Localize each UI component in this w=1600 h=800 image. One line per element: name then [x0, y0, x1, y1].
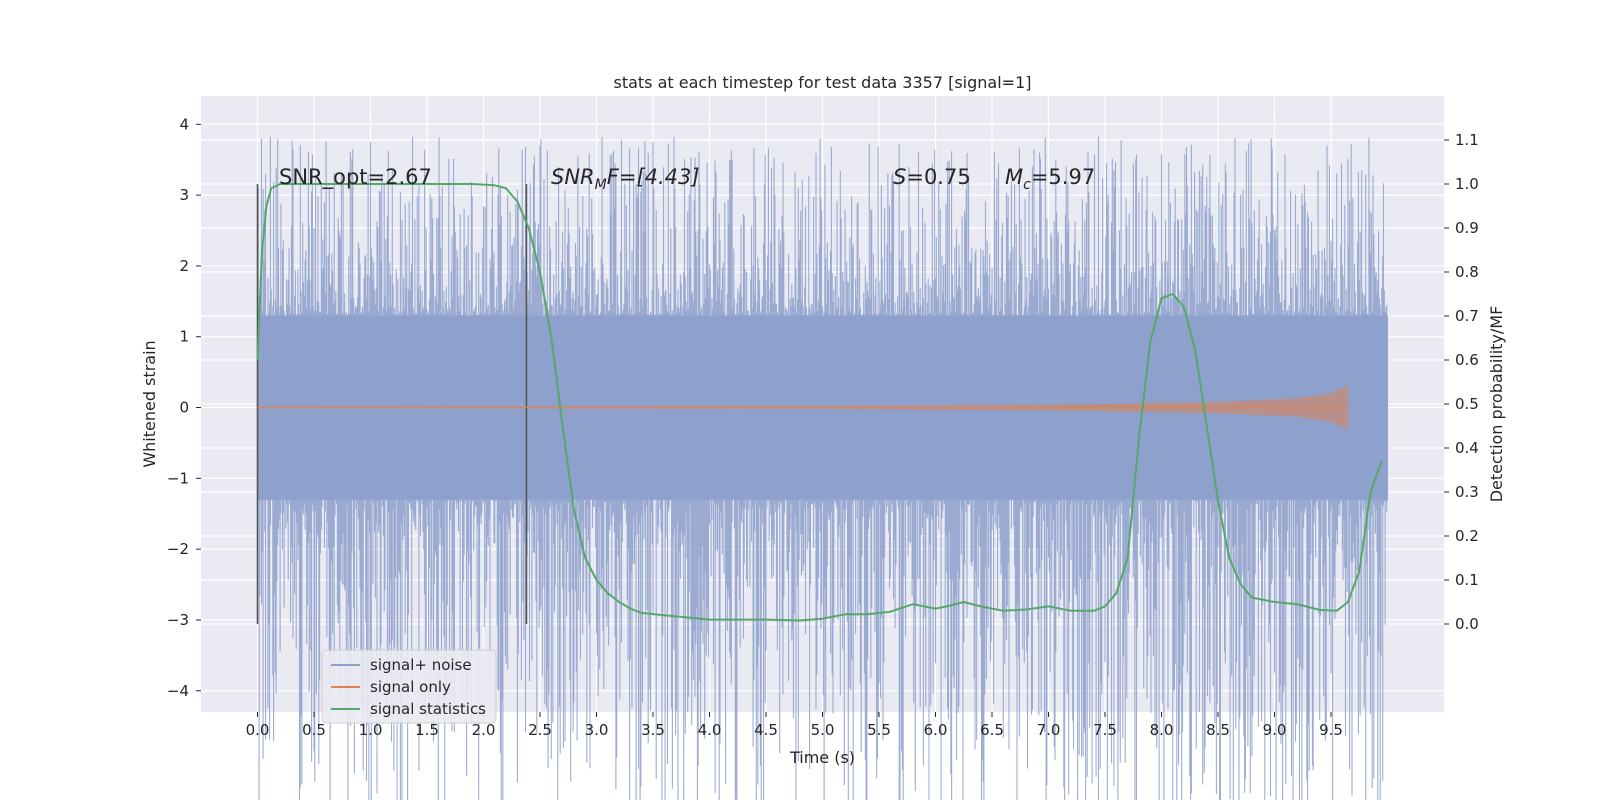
- mc-subscript: c: [1023, 177, 1031, 193]
- marker-lines: [256, 184, 528, 624]
- x-tick-label: 7.0: [1037, 721, 1061, 739]
- y-right-tick-label: 0.9: [1455, 219, 1479, 237]
- x-tick-label: 5.0: [811, 721, 835, 739]
- y-right-tick-label: 0.2: [1455, 527, 1479, 545]
- y-tick-label: −3: [167, 611, 189, 629]
- y-tick-label: 2: [179, 257, 189, 275]
- series-signal-statistics: [256, 183, 1383, 622]
- annotation-snr-mf: SNRMF=[4.43]: [551, 165, 700, 193]
- x-tick-label: 1.0: [359, 721, 383, 739]
- snr-mf-value: F=[4.43]: [607, 165, 700, 189]
- y-tick-label: −2: [167, 540, 189, 558]
- y-right-tick-label: 0.5: [1455, 395, 1479, 413]
- s-symbol: S: [893, 165, 906, 189]
- snr-mf-subscript: M: [595, 177, 607, 193]
- y-right-tick-label: 0.4: [1455, 439, 1479, 457]
- mc-symbol: M: [1005, 165, 1023, 189]
- x-tick-label: 5.5: [867, 721, 891, 739]
- chart-title: stats at each timestep for test data 335…: [613, 73, 1031, 92]
- annotation-snr-opt: SNR_opt=2.67: [279, 165, 432, 190]
- x-tick-label: 2.0: [472, 721, 496, 739]
- y-axis-label: Whitened strain: [140, 340, 159, 467]
- legend-label-signal-statistics: signal statistics: [370, 700, 486, 718]
- snr-mf-symbol: SNR: [551, 165, 595, 189]
- s-value: =0.75: [906, 165, 970, 189]
- x-tick-label: 9.5: [1319, 721, 1343, 739]
- x-axis-label: Time (s): [789, 748, 855, 767]
- y-tick-label: 4: [179, 115, 189, 133]
- y-right-tick-label: 1.0: [1455, 175, 1479, 193]
- mc-value: =5.97: [1031, 165, 1095, 189]
- y-right-tick-label: 0.7: [1455, 307, 1479, 325]
- x-tick-label: 6.5: [980, 721, 1004, 739]
- legend-label-signal-noise: signal+ noise: [370, 656, 472, 674]
- x-tick-label: 9.0: [1263, 721, 1287, 739]
- y-right-tick-label: 0.1: [1455, 571, 1479, 589]
- x-tick-label: 1.5: [415, 721, 439, 739]
- x-tick-label: 0.5: [302, 721, 326, 739]
- y-right-tick-label: 0.8: [1455, 263, 1479, 281]
- legend-box: [321, 649, 497, 724]
- y-tick-label: −1: [167, 469, 189, 487]
- x-tick-label: 3.5: [641, 721, 665, 739]
- y-right-tick-label: 0.0: [1455, 615, 1479, 633]
- x-tick-label: 0.0: [246, 721, 270, 739]
- x-tick-label: 4.5: [754, 721, 778, 739]
- x-tick-label: 6.0: [924, 721, 948, 739]
- annotation-s: S=0.75: [893, 165, 971, 189]
- x-tick-label: 8.0: [1150, 721, 1174, 739]
- axis-ticks: 0.0 0.5 1.0 1.5 2.0 2.5 3.0 3.5 4.0 4.5 5.0 5.5 6.0 6…: [167, 115, 1479, 739]
- x-tick-label: 7.5: [1093, 721, 1117, 739]
- y-right-tick-label: 1.1: [1455, 131, 1479, 149]
- x-tick-label: 2.5: [528, 721, 552, 739]
- y-right-tick-label: 0.6: [1455, 351, 1479, 369]
- y-tick-label: 1: [179, 328, 189, 346]
- y-right-tick-label: 0.3: [1455, 483, 1479, 501]
- x-tick-label: 3.0: [585, 721, 609, 739]
- legend-label-signal-only: signal only: [370, 678, 451, 696]
- y-axis-right-label: Detection probability/MF: [1487, 306, 1506, 503]
- y-tick-label: −4: [167, 682, 189, 700]
- y-tick-label: 0: [179, 399, 189, 417]
- annotation-mc: Mc=5.97: [1005, 165, 1095, 193]
- legend: signal+ noise signal only signal statist…: [321, 649, 497, 724]
- x-tick-label: 8.5: [1206, 721, 1230, 739]
- x-tick-label: 4.0: [698, 721, 722, 739]
- y-tick-label: 3: [179, 186, 189, 204]
